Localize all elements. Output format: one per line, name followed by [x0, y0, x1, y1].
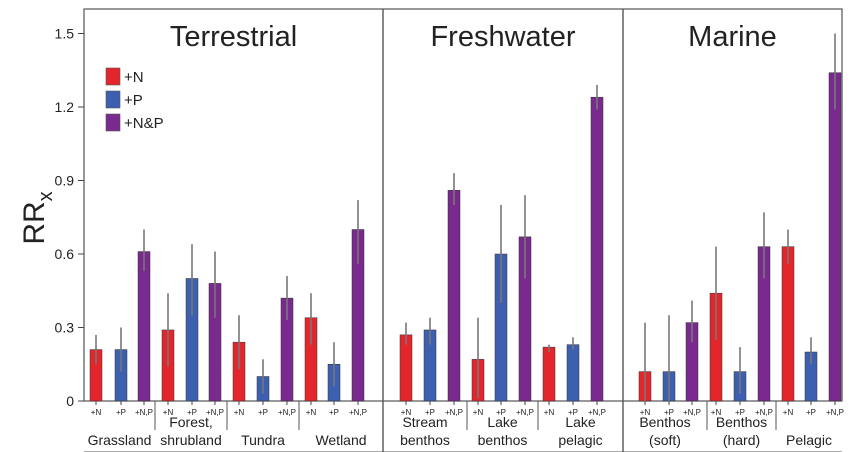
group-label: shrubland [160, 432, 222, 448]
x-tick-label: +N,P [135, 408, 153, 417]
group-label: Lake [487, 414, 518, 430]
bar [828, 72, 842, 402]
y-axis-label-main: RR [18, 201, 51, 244]
group-label: Stream [402, 414, 447, 430]
x-tick-label: +P [116, 408, 126, 417]
x-tick-label: +N,P [206, 408, 224, 417]
x-tick-label: +P [329, 408, 339, 417]
bar [399, 334, 413, 402]
bar [137, 251, 151, 402]
group-label: Tundra [241, 432, 285, 448]
x-tick-label: +P [568, 408, 578, 417]
x-tick-label: +N,P [755, 408, 773, 417]
x-tick-label: +N [401, 408, 412, 417]
x-tick-label: +N [306, 408, 317, 417]
x-tick-label: +N,P [445, 408, 463, 417]
bars-layer [89, 33, 842, 402]
bar [566, 344, 580, 402]
group-label: benthos [400, 432, 450, 448]
group-label: Wetland [315, 432, 366, 448]
bar [447, 190, 461, 402]
bar [542, 346, 556, 402]
x-tick-label: +P [664, 408, 674, 417]
y-tick-label: 1.2 [55, 99, 75, 115]
y-axis-label-sub: x [35, 191, 57, 201]
x-tick-label: +P [425, 408, 435, 417]
x-tick-label: +N,P [683, 408, 701, 417]
x-tick-label: +N,P [516, 408, 534, 417]
x-tick-label: +P [258, 408, 268, 417]
panel-title: Terrestrial [170, 21, 297, 53]
group-label: Benthos [716, 414, 767, 430]
x-tick-label: +N [711, 408, 722, 417]
x-tick-label: +N [91, 408, 102, 417]
group-label: Pelagic [786, 432, 832, 448]
legend-label-np: +N&P [124, 115, 164, 132]
panel-title: Freshwater [430, 21, 575, 53]
y-tick-label: 0.3 [55, 320, 75, 336]
y-axis-label: RRx [18, 191, 57, 244]
group-label: Lake [565, 414, 596, 430]
legend-swatch-p [105, 90, 121, 109]
y-tick-label: 0.6 [55, 246, 75, 262]
y-axis-label-text: RRx [18, 191, 57, 244]
x-tick-label: +N [544, 408, 555, 417]
x-tick-label: +N [640, 408, 651, 417]
group-label: Benthos [639, 414, 690, 430]
legend-label-p: +P [124, 92, 143, 109]
legend: +N +P +N&P [105, 67, 164, 132]
bar [781, 246, 795, 402]
x-tick-label: +N [163, 408, 174, 417]
axes-layer [78, 8, 843, 452]
group-label: Forest, [169, 414, 213, 430]
group-label: pelagic [558, 432, 602, 448]
x-tick-label: +N,P [278, 408, 296, 417]
plot-frame [83, 8, 843, 402]
panel-title: Marine [688, 21, 777, 53]
x-tick-label: +N,P [349, 408, 367, 417]
x-tick-label: +N [234, 408, 245, 417]
y-tick-label: 0 [66, 393, 74, 409]
legend-swatch-n [105, 67, 121, 86]
bar [590, 96, 604, 402]
x-tick-label: +N [473, 408, 484, 417]
group-label: Grassland [88, 432, 152, 448]
x-tick-label: +N,P [826, 408, 844, 417]
y-tick-label: 1.5 [55, 26, 75, 42]
group-label: (soft) [649, 432, 681, 448]
x-tick-label: +N,P [588, 408, 606, 417]
labels-layer: 0 0.3 0.6 0.9 1.2 1.5 Terrestrial +N +P +N,P Grass… [55, 21, 844, 448]
group-label: benthos [478, 432, 528, 448]
x-tick-label: +P [187, 408, 197, 417]
group-label: (hard) [723, 432, 760, 448]
x-tick-label: +P [806, 408, 816, 417]
x-tick-label: +P [735, 408, 745, 417]
x-tick-label: +P [496, 408, 506, 417]
x-tick-label: +N [783, 408, 794, 417]
legend-label-n: +N [124, 69, 144, 86]
legend-swatch-np [105, 113, 121, 132]
y-tick-label: 0.9 [55, 173, 75, 189]
